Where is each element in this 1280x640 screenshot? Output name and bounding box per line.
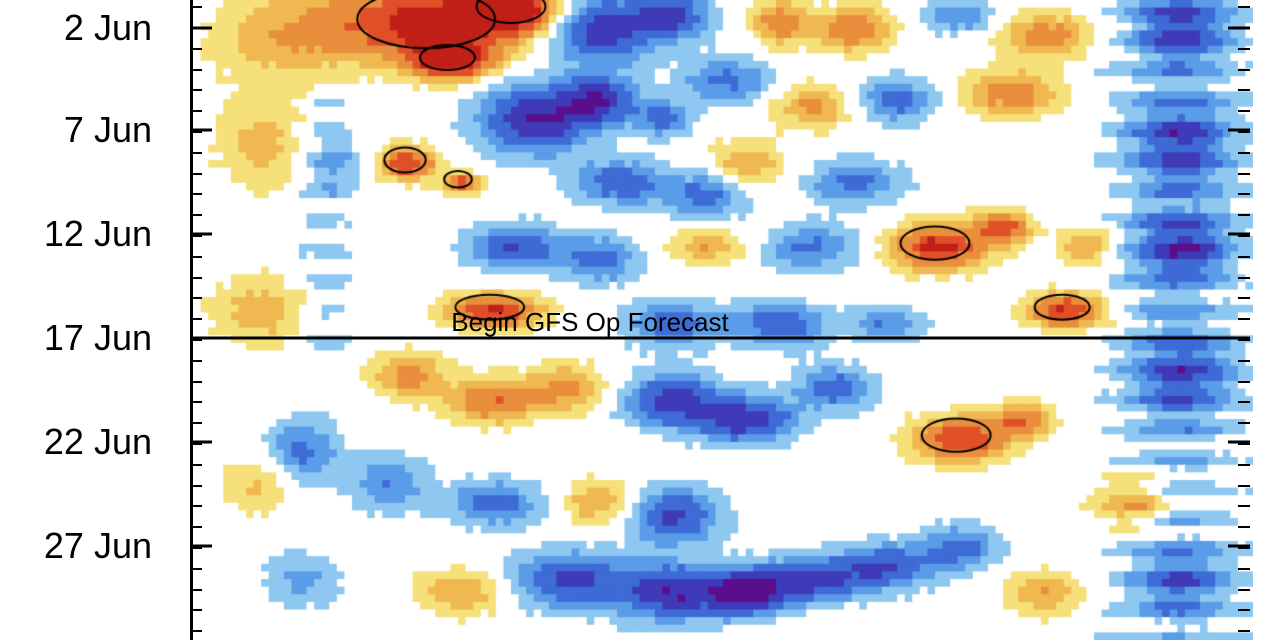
tick-minor	[1238, 589, 1250, 591]
tick-minor	[190, 193, 202, 195]
y-axis-label: 12 Jun	[44, 213, 152, 255]
tick-minor	[190, 235, 202, 237]
tick-minor	[190, 568, 202, 570]
tick-minor	[1238, 318, 1250, 320]
tick-minor	[1238, 235, 1250, 237]
tick-major	[190, 27, 212, 30]
tick-minor	[1238, 526, 1250, 528]
tick-minor	[1238, 505, 1250, 507]
tick-minor	[190, 505, 202, 507]
tick-minor	[1238, 256, 1250, 258]
tick-minor	[1238, 568, 1250, 570]
tick-minor	[1238, 48, 1250, 50]
tick-minor	[1238, 214, 1250, 216]
tick-minor	[1238, 297, 1250, 299]
tick-minor	[1238, 547, 1250, 549]
tick-minor	[1238, 401, 1250, 403]
y-axis-label: 2 Jun	[64, 7, 152, 49]
tick-minor	[1238, 630, 1250, 632]
tick-minor	[190, 401, 202, 403]
tick-minor	[190, 609, 202, 611]
tick-minor	[190, 630, 202, 632]
tick-minor	[1238, 173, 1250, 175]
tick-minor	[1238, 360, 1250, 362]
tick-minor	[1238, 485, 1250, 487]
tick-minor	[190, 360, 202, 362]
tick-minor	[190, 381, 202, 383]
tick-minor	[1238, 89, 1250, 91]
tick-minor	[1238, 193, 1250, 195]
y-axis-label: 22 Jun	[44, 421, 152, 463]
y-axis: 2 Jun 7 Jun 12 Jun 17 Jun 22 Jun 27 Jun	[0, 0, 190, 640]
tick-minor	[190, 318, 202, 320]
tick-minor	[190, 485, 202, 487]
tick-minor	[190, 256, 202, 258]
tick-minor	[190, 89, 202, 91]
tick-minor	[190, 214, 202, 216]
tick-minor	[190, 110, 202, 112]
tick-minor	[1238, 277, 1250, 279]
tick-major	[1228, 27, 1250, 30]
tick-minor	[1238, 422, 1250, 424]
tick-minor	[190, 547, 202, 549]
forecast-label: Begin GFS Op Forecast	[451, 307, 728, 338]
tick-minor	[1238, 152, 1250, 154]
tick-minor	[1238, 443, 1250, 445]
tick-minor	[1238, 381, 1250, 383]
y-axis-label: 27 Jun	[44, 525, 152, 567]
tick-minor	[1238, 110, 1250, 112]
tick-minor	[1238, 464, 1250, 466]
tick-minor	[190, 48, 202, 50]
tick-minor	[190, 526, 202, 528]
tick-minor	[190, 6, 202, 8]
tick-minor	[190, 131, 202, 133]
tick-minor	[190, 69, 202, 71]
tick-minor	[190, 152, 202, 154]
tick-minor	[190, 277, 202, 279]
tick-minor	[1238, 609, 1250, 611]
tick-minor	[1238, 131, 1250, 133]
tick-minor	[190, 297, 202, 299]
tick-minor	[190, 443, 202, 445]
tick-minor	[190, 464, 202, 466]
tick-minor	[190, 589, 202, 591]
tick-minor	[190, 422, 202, 424]
tick-minor	[1238, 6, 1250, 8]
tick-minor	[1238, 69, 1250, 71]
tick-minor	[190, 173, 202, 175]
y-axis-label: 7 Jun	[64, 109, 152, 151]
y-axis-label: 17 Jun	[44, 317, 152, 359]
